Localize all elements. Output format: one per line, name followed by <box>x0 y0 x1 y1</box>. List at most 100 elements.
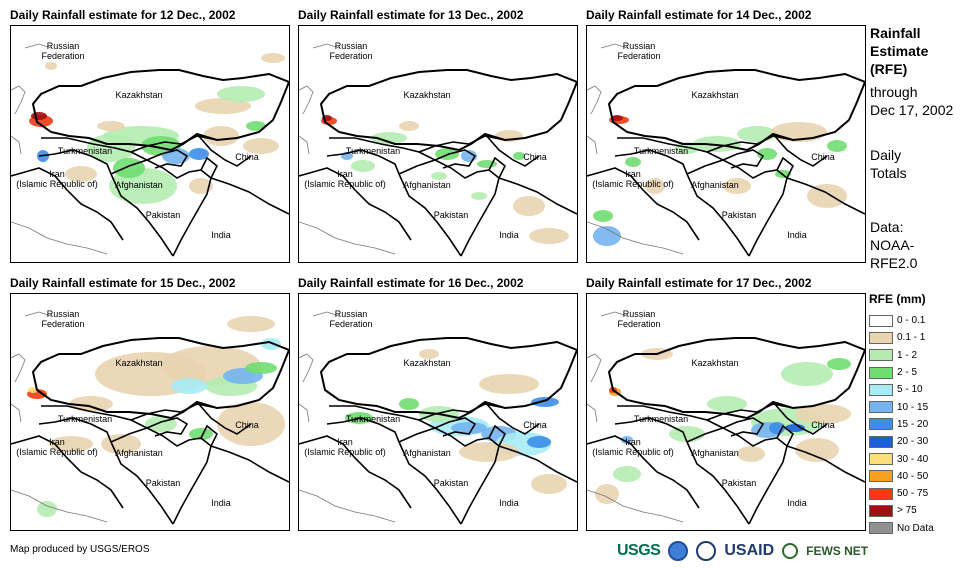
heading-line: (RFE) <box>870 61 908 77</box>
country-border <box>617 137 724 161</box>
label-russia: Russian <box>47 309 80 319</box>
rain-patch <box>28 387 38 393</box>
rain-patch <box>531 397 559 407</box>
rain-patch <box>795 438 839 462</box>
label-kazakhstan: Kazakhstan <box>115 90 162 100</box>
country-border <box>776 156 795 179</box>
country-border <box>38 417 112 443</box>
rain-patch <box>827 140 847 152</box>
label-india: India <box>211 230 231 240</box>
label-turkmenistan: Turkmenistan <box>58 414 112 424</box>
coastline <box>587 489 684 523</box>
rain-patch <box>625 157 641 167</box>
rain-patch <box>827 358 851 370</box>
rain-patch <box>785 424 805 432</box>
label-india: India <box>499 498 519 508</box>
country-border <box>299 435 412 509</box>
coastline <box>11 135 22 155</box>
country-border <box>326 417 400 443</box>
country-border <box>498 445 577 483</box>
coastline <box>11 353 26 383</box>
legend-swatch <box>869 487 893 500</box>
country-border <box>398 159 500 179</box>
country-border <box>11 167 124 241</box>
rain-patch <box>529 228 569 244</box>
label-russia: Russian <box>623 309 656 319</box>
label-kazakhstan: Kazakhstan <box>691 358 738 368</box>
country-border <box>329 137 436 161</box>
country-border <box>200 424 219 447</box>
coastline <box>587 135 598 155</box>
legend-label: > 75 <box>897 505 917 517</box>
rain-patch <box>217 86 265 102</box>
country-border <box>172 445 212 525</box>
rain-patch <box>451 422 487 434</box>
country-border <box>41 405 148 429</box>
coastline <box>299 353 314 383</box>
legend-item: 50 - 75 <box>869 485 934 502</box>
rain-patch <box>513 196 545 216</box>
country-border <box>398 427 500 447</box>
rain-patch <box>611 115 623 121</box>
legend-label: No Data <box>897 522 934 534</box>
legend-item: 1 - 2 <box>869 347 934 364</box>
coastline <box>24 311 52 317</box>
label-pakistan: Pakistan <box>722 210 757 220</box>
coastline <box>11 403 22 423</box>
label-iran: Iran <box>337 437 353 447</box>
country-border <box>110 441 174 525</box>
rain-patch <box>593 226 621 246</box>
country-border <box>172 177 212 257</box>
label-china: China <box>235 420 259 430</box>
label-iran: Iran <box>337 169 353 179</box>
country-border <box>38 149 112 175</box>
map-frame: Russian Federation Kazakhstan Turkmenistan I… <box>586 25 866 263</box>
map-frame: Russian Federation Kazakhstan Turkmenistan I… <box>298 25 578 263</box>
source-line: Data: <box>870 219 904 235</box>
coastline <box>299 403 310 423</box>
coastline <box>299 135 310 155</box>
country-border <box>488 156 507 179</box>
through-line: through <box>870 84 918 100</box>
rain-patch <box>399 121 419 131</box>
legend-title: RFE (mm) <box>869 292 926 306</box>
rain-patch <box>97 121 125 131</box>
region-border <box>31 337 289 420</box>
fews-net-logo: FEWS NET <box>806 544 869 558</box>
map-panel-2: Daily Rainfall estimate for 13 Dec., 200… <box>298 8 578 263</box>
country-border <box>686 159 788 179</box>
label-pakistan: Pakistan <box>434 210 469 220</box>
usaid-logo: USAID <box>724 542 775 559</box>
label-china: China <box>811 152 835 162</box>
rain-patch <box>45 62 57 70</box>
rain-patch <box>246 121 266 131</box>
label-kazakhstan: Kazakhstan <box>403 90 450 100</box>
rain-patch <box>243 138 279 154</box>
label-iran: Iran <box>625 437 641 447</box>
country-border <box>587 167 700 241</box>
label-russia: Russian <box>623 41 656 51</box>
country-border <box>587 435 700 509</box>
label-afghanistan: Afghanistan <box>691 448 739 458</box>
region-border <box>607 337 865 420</box>
rain-patch <box>807 184 847 208</box>
country-border <box>460 445 500 525</box>
coastline <box>11 221 108 255</box>
rain-patch <box>737 446 765 462</box>
label-turkmenistan: Turkmenistan <box>58 146 112 156</box>
label-turkmenistan: Turkmenistan <box>634 146 688 156</box>
country-border <box>484 401 540 435</box>
label-afghanistan: Afghanistan <box>691 180 739 190</box>
rain-patch <box>189 178 213 194</box>
country-border <box>614 417 688 443</box>
country-border <box>786 177 865 215</box>
rain-patch <box>227 316 275 332</box>
coastline <box>587 221 684 255</box>
country-border <box>110 159 212 179</box>
rain-patch <box>49 436 93 452</box>
label-russia: Federation <box>41 51 84 61</box>
label-turkmenistan: Turkmenistan <box>346 414 400 424</box>
